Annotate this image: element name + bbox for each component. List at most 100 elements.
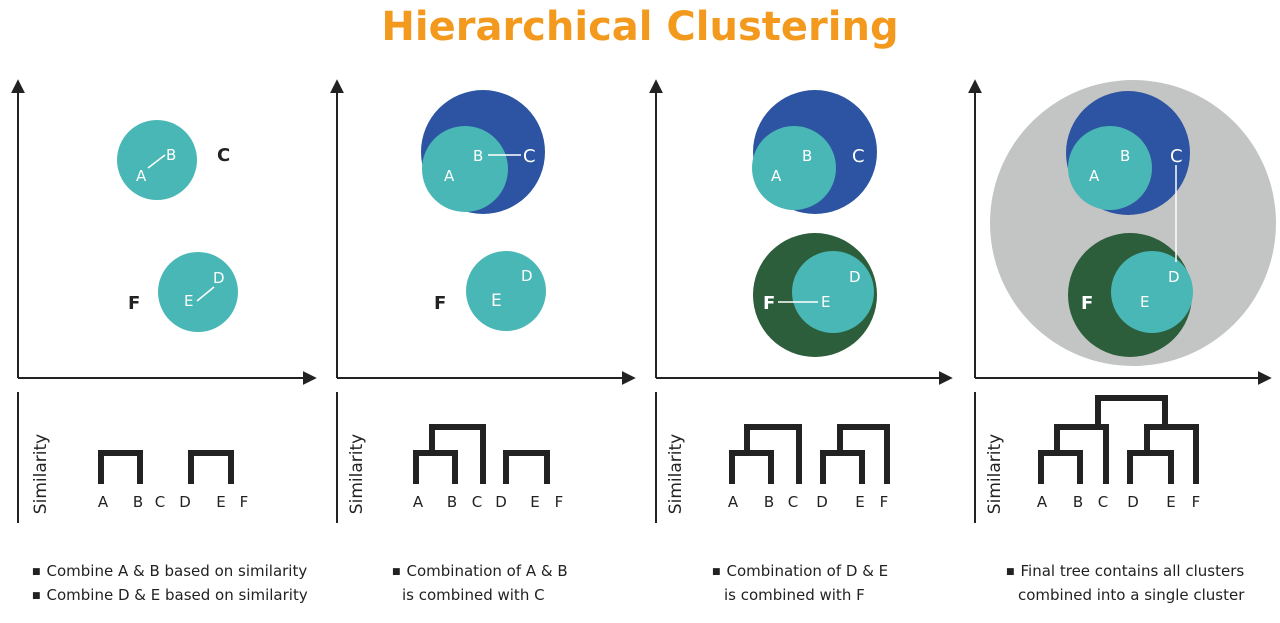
dendro-link-root [1095, 395, 1168, 430]
point-a-label: A [1089, 167, 1100, 185]
point-d-label: D [213, 269, 225, 287]
point-d-label: D [849, 268, 861, 286]
leaf-a-label: A [413, 493, 424, 511]
point-e-label: E [491, 291, 502, 311]
panel-4: A B C D E F Similarity A B C D E F [968, 79, 1276, 523]
cluster-de-circle [158, 252, 238, 332]
caption-2-line-2: is combined with C [402, 586, 545, 604]
point-c-label: C [523, 146, 536, 167]
leaf-f-label: F [240, 493, 249, 511]
leaf-c-label: C [1098, 493, 1108, 511]
leaf-b-label: B [1073, 493, 1083, 511]
leaf-a-label: A [1037, 493, 1048, 511]
panel-1: A B C D E F Similarity A B C D E F [11, 79, 317, 523]
cluster-ab-circle [117, 120, 197, 200]
caption-1: ■ Combine A & B based on similarity ■ Comb… [32, 560, 308, 608]
dendro-link-de [188, 450, 234, 484]
leaf-a-label: A [98, 493, 109, 511]
dendro-link-de-f [1144, 424, 1199, 484]
cluster-ab-circle [1068, 126, 1152, 210]
similarity-label: Similarity [985, 434, 1005, 514]
leaf-d-label: D [816, 493, 828, 511]
caption-4-line-2: combined into a single cluster [1018, 586, 1245, 604]
cluster-de-circle [1111, 251, 1193, 333]
point-b-label: B [802, 147, 812, 165]
caption-1-line-2: Combine D & E based on similarity [46, 586, 308, 604]
leaf-e-label: E [216, 493, 225, 511]
leaf-b-label: B [447, 493, 457, 511]
dendro-link-ab-c [429, 424, 486, 484]
panel-2: A B C D E F Similarity A B C D E F [330, 79, 636, 523]
dendro-link-ab-c [1054, 424, 1109, 484]
dendro-link-ab [413, 450, 458, 484]
dendrogram-4 [1038, 395, 1199, 484]
point-a-label: A [136, 167, 147, 185]
dendro-link-de-f [837, 424, 890, 484]
bullet-icon: ■ [1006, 567, 1015, 577]
dendrogram-2-leaves: A B C D E F [413, 493, 563, 511]
dendro-link-ab [98, 450, 143, 484]
leaf-f-label: F [880, 493, 889, 511]
cluster-ab-circle [752, 126, 836, 210]
dendro-link-de [1127, 450, 1174, 484]
leaf-a-label: A [728, 493, 739, 511]
point-c-label: C [1170, 146, 1183, 167]
caption-2: ■ Combination of A & B is combined with C [392, 560, 568, 607]
link-d-e [196, 286, 215, 302]
dendrogram-4-leaves: A B C D E F [1037, 493, 1200, 511]
point-f-label: F [1081, 293, 1093, 314]
caption-2-line-1: Combination of A & B [406, 562, 568, 580]
point-b-label: B [166, 146, 176, 164]
point-a-label: A [771, 167, 782, 185]
dendro-link-de [820, 450, 865, 484]
point-e-label: E [821, 293, 830, 311]
page-title: Hierarchical Clustering [381, 4, 899, 50]
caption-4-line-1: Final tree contains all clusters [1020, 562, 1245, 580]
link-a-b [147, 154, 166, 169]
leaf-e-label: E [855, 493, 864, 511]
leaf-e-label: E [1166, 493, 1175, 511]
dendrogram-3-leaves: A B C D E F [728, 493, 888, 511]
point-a-label: A [444, 167, 455, 185]
bullet-icon: ■ [712, 567, 721, 577]
point-f-label: F [128, 293, 140, 314]
similarity-label: Similarity [666, 434, 686, 514]
dendro-link-ab [729, 450, 774, 484]
leaf-f-label: F [555, 493, 564, 511]
cluster-all-circle [990, 80, 1276, 366]
caption-3-line-2: is combined with F [724, 586, 865, 604]
leaf-b-label: B [764, 493, 774, 511]
point-e-label: E [184, 292, 193, 310]
leaf-d-label: D [495, 493, 507, 511]
similarity-label: Similarity [347, 434, 367, 514]
point-e-label: E [1140, 293, 1149, 311]
dendrogram-1-leaves: A B C D E F [98, 493, 248, 511]
dendrogram-2 [413, 424, 550, 484]
cluster-ab-circle [422, 126, 508, 212]
bullet-icon: ■ [392, 567, 401, 577]
leaf-c-label: C [788, 493, 798, 511]
cluster-de-circle [466, 251, 546, 331]
dendrogram-1 [98, 450, 234, 484]
leaf-d-label: D [179, 493, 191, 511]
point-d-label: D [1168, 268, 1180, 286]
point-b-label: B [473, 147, 483, 165]
leaf-b-label: B [133, 493, 143, 511]
leaf-e-label: E [530, 493, 539, 511]
caption-4: ■ Final tree contains all clusters combin… [1006, 560, 1244, 607]
dendro-link-ab-c [744, 424, 802, 484]
leaf-c-label: C [155, 493, 165, 511]
point-f-label: F [434, 293, 446, 314]
caption-3-line-1: Combination of D & E [726, 562, 889, 580]
point-b-label: B [1120, 147, 1130, 165]
dendro-link-ab [1038, 450, 1083, 484]
caption-3: ■ Combination of D & E is combined with F [712, 560, 888, 607]
dendrogram-3 [729, 424, 890, 484]
point-d-label: D [521, 267, 533, 285]
leaf-f-label: F [1192, 493, 1201, 511]
point-c-label: C [852, 146, 865, 167]
similarity-label: Similarity [31, 434, 51, 514]
leaf-c-label: C [472, 493, 482, 511]
bullet-icon: ■ [32, 591, 41, 601]
